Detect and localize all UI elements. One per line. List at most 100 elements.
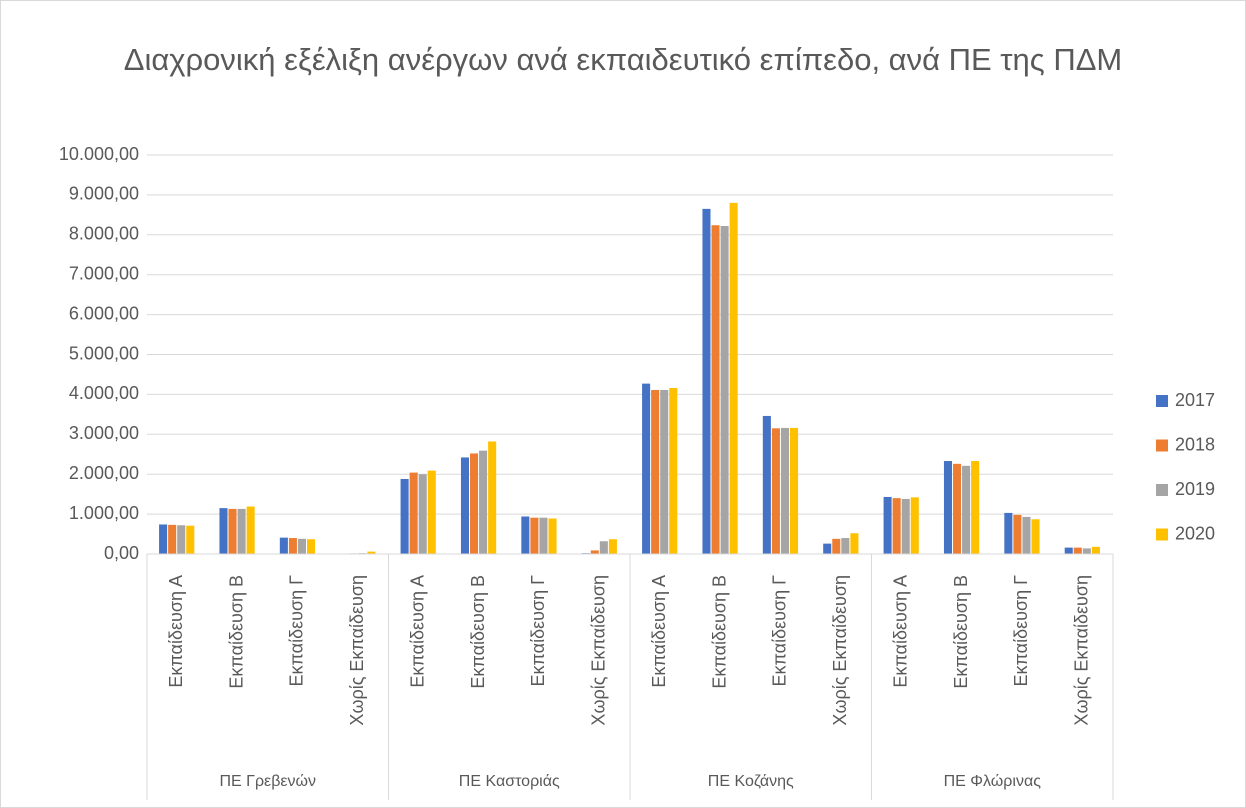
bar <box>780 427 789 554</box>
legend-label: 2017 <box>1175 390 1215 410</box>
x-tick-label: Εκπαίδευση Β <box>468 575 488 689</box>
bar <box>720 226 729 554</box>
bar <box>460 457 470 554</box>
x-tick-label: Εκπαίδευση Β <box>226 575 246 689</box>
bar <box>279 537 288 554</box>
bar <box>168 524 177 554</box>
bar <box>953 463 962 554</box>
bar <box>669 388 678 554</box>
bar <box>850 533 859 554</box>
bar <box>771 428 780 554</box>
x-tick-label: Χωρίς Εκπαίδευση <box>1072 575 1092 726</box>
bar <box>488 441 497 554</box>
y-tick-label: 8.000,00 <box>69 224 139 244</box>
bar <box>660 390 669 554</box>
bar <box>306 539 316 554</box>
group-label: ΠΕ Καστοριάς <box>459 773 560 790</box>
x-tick-label: Εκπαίδευση Β <box>951 575 971 689</box>
bar <box>832 538 841 554</box>
group-label: ΠΕ Φλώρινας <box>944 773 1042 790</box>
bar <box>1064 547 1073 554</box>
bar <box>1004 512 1013 554</box>
bar <box>599 541 608 554</box>
y-tick-label: 10.000,00 <box>59 144 139 164</box>
bar <box>409 472 418 554</box>
x-tick-label: Εκπαίδευση Α <box>890 575 910 688</box>
y-tick-label: 1.000,00 <box>69 503 139 523</box>
group-label: ΠΕ Κοζάνης <box>708 773 794 790</box>
x-tick-label: Εκπαίδευση Β <box>709 575 729 689</box>
legend-swatch <box>1156 439 1168 452</box>
x-tick-label: Εκπαίδευση Α <box>407 575 427 688</box>
legend-swatch <box>1156 528 1168 541</box>
legend-label: 2019 <box>1175 479 1215 499</box>
y-tick-label: 7.000,00 <box>69 263 139 283</box>
x-tick-label: Εκπαίδευση Γ <box>287 575 307 687</box>
bar <box>651 390 660 554</box>
bar <box>1073 547 1082 554</box>
bar <box>539 517 548 554</box>
x-tick-label: Εκπαίδευση Α <box>649 575 669 688</box>
x-tick-label: Εκπαίδευση Γ <box>528 575 548 687</box>
bar <box>1013 514 1022 554</box>
bar <box>883 496 892 554</box>
x-tick-label: Χωρίς Εκπαίδευση <box>347 575 367 726</box>
bar <box>479 450 488 554</box>
bar <box>219 508 228 554</box>
y-tick-label: 6.000,00 <box>69 303 139 323</box>
bar <box>288 538 297 554</box>
bar <box>418 474 427 554</box>
bar <box>642 383 651 554</box>
bar <box>729 202 738 554</box>
bar <box>400 478 409 554</box>
bar <box>1022 516 1031 554</box>
bar <box>177 525 186 554</box>
x-tick-label: Χωρίς Εκπαίδευση <box>830 575 850 726</box>
bar <box>186 525 195 554</box>
bar <box>228 508 237 554</box>
bar <box>237 508 246 554</box>
legend-label: 2020 <box>1175 523 1215 543</box>
bar <box>159 524 168 554</box>
bar <box>1031 519 1040 554</box>
bar <box>943 461 953 554</box>
bar <box>1091 546 1100 554</box>
bar <box>530 517 539 554</box>
bar <box>762 415 771 554</box>
y-tick-label: 9.000,00 <box>69 184 139 204</box>
bar <box>367 551 376 554</box>
bar <box>1082 548 1091 554</box>
x-tick-label: Εκπαίδευση Α <box>166 575 186 688</box>
legend-swatch <box>1156 484 1168 496</box>
bar <box>702 208 711 555</box>
bar <box>789 427 799 554</box>
bar <box>427 470 436 554</box>
legend-swatch <box>1156 395 1168 407</box>
bar <box>841 538 850 554</box>
bar <box>892 498 901 554</box>
bar <box>901 498 910 554</box>
bar <box>823 543 832 554</box>
chart-title: Διαχρονική εξέλιξη ανέργων ανά εκπαιδευτ… <box>123 42 1123 77</box>
group-label: ΠΕ Γρεβενών <box>219 773 316 790</box>
bar <box>246 506 255 554</box>
bar <box>711 225 720 554</box>
legend-label: 2018 <box>1175 434 1215 454</box>
bar <box>470 453 479 554</box>
x-tick-label: Εκπαίδευση Γ <box>770 575 790 687</box>
bar <box>297 538 306 554</box>
y-tick-label: 5.000,00 <box>69 343 139 363</box>
bar <box>590 550 599 554</box>
y-tick-label: 0,00 <box>104 543 139 563</box>
bar <box>608 539 617 554</box>
bar <box>548 518 557 554</box>
y-tick-label: 2.000,00 <box>69 463 139 483</box>
bar <box>962 465 971 554</box>
bar <box>521 516 530 554</box>
y-tick-label: 3.000,00 <box>69 423 139 443</box>
x-tick-label: Εκπαίδευση Γ <box>1011 575 1031 687</box>
x-tick-label: Χωρίς Εκπαίδευση <box>589 575 609 726</box>
y-tick-label: 4.000,00 <box>69 383 139 403</box>
